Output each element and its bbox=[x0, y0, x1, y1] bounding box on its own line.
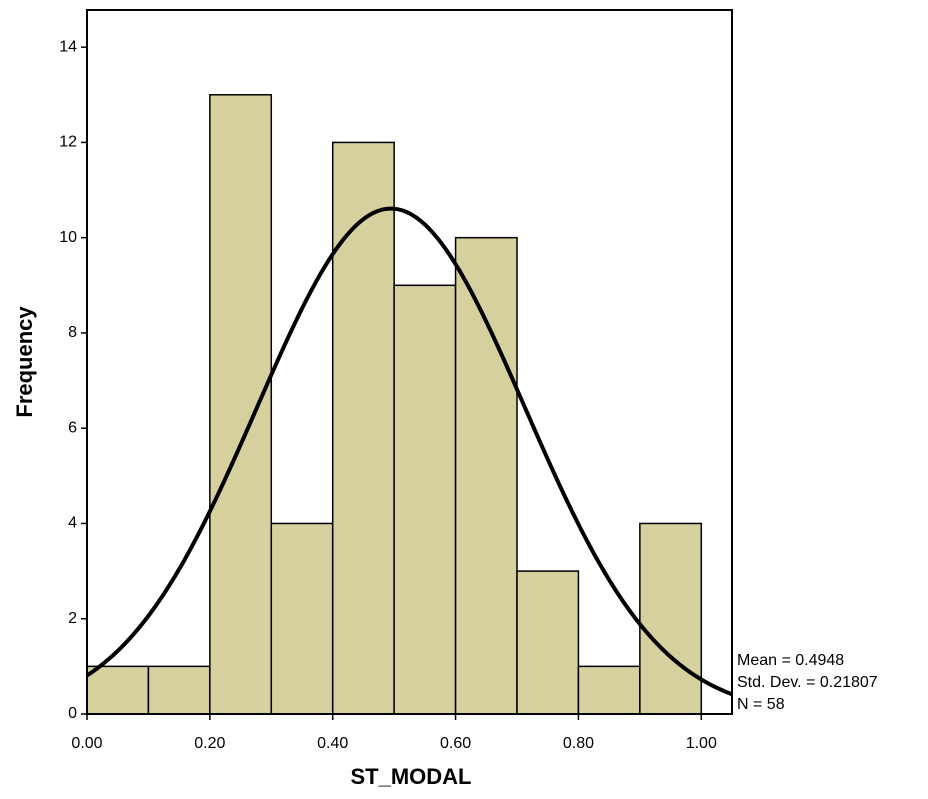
x-tick-label: 0.80 bbox=[563, 735, 594, 752]
bar bbox=[577, 665, 641, 715]
plot-frame bbox=[86, 9, 733, 715]
x-tick-label: 0.40 bbox=[317, 735, 348, 752]
bar bbox=[639, 522, 703, 715]
stats-label: Std. Dev. = 0.21807 bbox=[737, 674, 878, 691]
y-axis-title: Frequency bbox=[12, 306, 37, 418]
bar bbox=[393, 284, 457, 715]
bar bbox=[516, 570, 580, 715]
bar bbox=[209, 94, 273, 715]
stats-label: N = 58 bbox=[737, 696, 785, 713]
x-tick-label: 0.20 bbox=[194, 735, 225, 752]
x-tick-label: 0.00 bbox=[71, 735, 102, 752]
y-tick-label: 14 bbox=[59, 38, 77, 55]
y-tick-label: 10 bbox=[59, 229, 77, 246]
bar bbox=[454, 236, 518, 715]
y-tick-label: 6 bbox=[68, 419, 77, 436]
x-tick-label: 0.60 bbox=[440, 735, 471, 752]
bar bbox=[270, 522, 334, 715]
y-tick-label: 8 bbox=[68, 324, 77, 341]
y-tick-label: 0 bbox=[68, 705, 77, 722]
normal-curve bbox=[85, 206, 733, 697]
x-tick-label: 1.00 bbox=[686, 735, 717, 752]
y-tick-label: 4 bbox=[68, 515, 77, 532]
bar bbox=[147, 665, 211, 715]
y-tick-label: 12 bbox=[59, 134, 77, 151]
stats-label: Mean = 0.4948 bbox=[737, 652, 844, 669]
y-tick-label: 2 bbox=[68, 610, 77, 627]
x-axis-title: ST_MODAL bbox=[351, 764, 472, 789]
bar bbox=[331, 141, 395, 715]
bar bbox=[86, 665, 150, 715]
